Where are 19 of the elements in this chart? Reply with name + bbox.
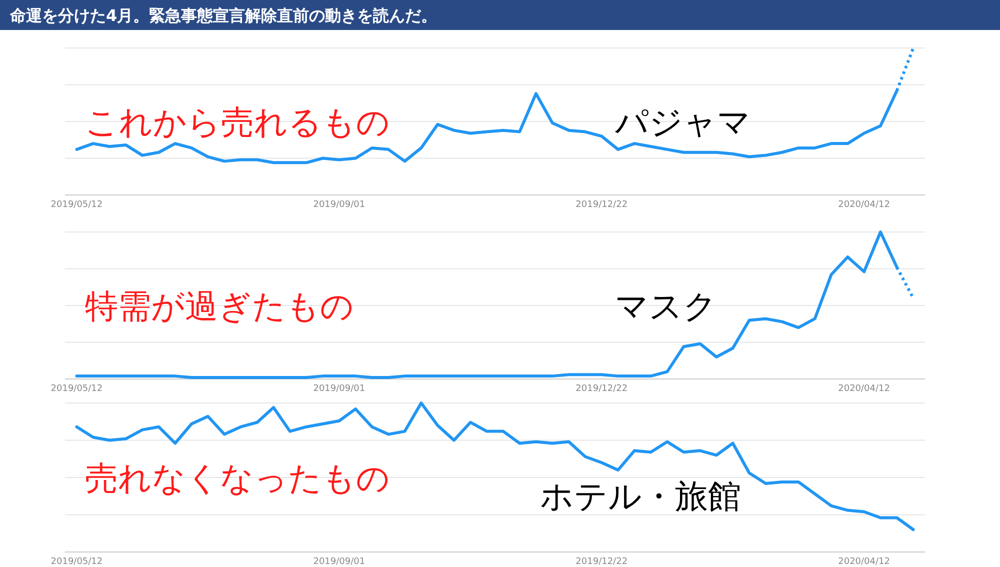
x-tick-label: 2020/04/12: [838, 384, 890, 394]
x-tick-label: 2019/12/22: [576, 200, 628, 210]
annotation: これから売れるもの: [85, 102, 390, 142]
x-tick-label: 2019/09/01: [313, 200, 366, 210]
x-tick-label: 2019/05/12: [50, 200, 103, 210]
x-tick-label: 2019/12/22: [576, 557, 628, 567]
x-tick-label: 2019/12/22: [576, 384, 628, 394]
annotation: 売れなくなったもの: [85, 458, 390, 498]
x-tick-label: 2019/05/12: [50, 557, 103, 567]
x-tick-label: 2019/05/12: [50, 384, 103, 394]
x-tick-label: 2020/04/12: [838, 200, 890, 210]
annotation: 特需が過ぎたもの: [85, 286, 354, 326]
x-tick-label: 2020/04/12: [838, 557, 890, 567]
x-tick-label: 2019/09/01: [313, 557, 366, 567]
annotation: パジャマ: [614, 102, 751, 142]
annotation: マスク: [615, 286, 717, 326]
x-tick-label: 2019/09/01: [313, 384, 366, 394]
annotation: ホテル・旅館: [540, 476, 741, 516]
chart-title: 命運を分けた4月。緊急事態宣言解除直前の動きを読んだ。: [9, 6, 438, 25]
